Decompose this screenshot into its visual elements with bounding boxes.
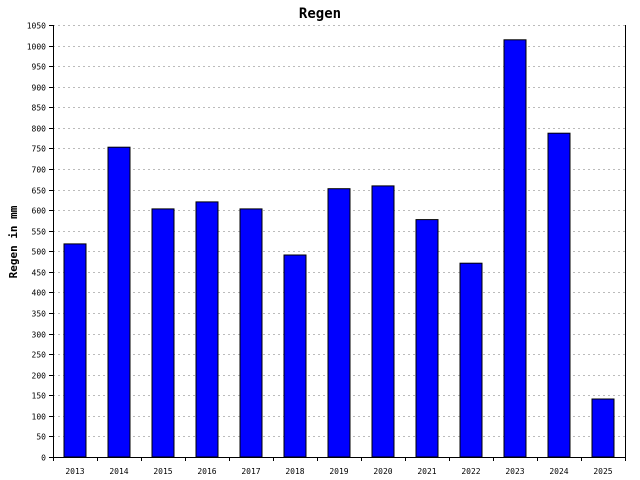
bars [63, 39, 615, 458]
y-tick-label: 850 [32, 104, 47, 113]
y-tick-label: 700 [32, 166, 47, 175]
bar-2016 [195, 201, 219, 458]
x-tick-label: 2015 [153, 467, 172, 476]
y-tick-label: 950 [32, 63, 47, 72]
x-tick-label: 2022 [461, 467, 480, 476]
bar-2018 [283, 254, 307, 458]
y-tick-labels: 0 50 100 150 200 250 300 350 400 450 500 550 600 650 7… [27, 22, 46, 463]
y-tick-label: 1050 [27, 22, 46, 31]
y-tick-label: 400 [32, 289, 47, 298]
bar-2023 [503, 39, 527, 458]
y-tick-label: 200 [32, 372, 47, 381]
x-tick-label: 2017 [241, 467, 260, 476]
y-tick-label: 600 [32, 207, 47, 216]
bar-2020 [371, 185, 395, 458]
y-tick-label: 350 [32, 310, 47, 319]
x-tick-label: 2024 [549, 467, 568, 476]
x-tick-label: 2016 [197, 467, 216, 476]
y-tick-label: 50 [36, 433, 46, 442]
bar-2024 [547, 132, 571, 458]
y-tick-label: 800 [32, 125, 47, 134]
y-tick-label: 450 [32, 269, 47, 278]
bar-2021 [415, 219, 439, 458]
bar-2015 [151, 208, 175, 458]
bar-2013 [63, 243, 87, 458]
y-tick-label: 1000 [27, 43, 46, 52]
y-tick-label: 500 [32, 248, 47, 257]
x-tick-label: 2019 [329, 467, 348, 476]
bar-2022 [459, 262, 483, 458]
y-tick-label: 300 [32, 331, 47, 340]
y-tick-label: 100 [32, 413, 47, 422]
x-tick-label: 2014 [109, 467, 128, 476]
y-tick-label: 250 [32, 351, 47, 360]
x-tick-label: 2023 [505, 467, 524, 476]
x-tick-label: 2020 [373, 467, 392, 476]
chart-title: Regen [299, 6, 341, 22]
bar-2014 [107, 146, 131, 458]
y-tick-label: 150 [32, 392, 47, 401]
axes [49, 25, 626, 461]
y-tick-label: 900 [32, 84, 47, 93]
x-tick-label: 2013 [65, 467, 84, 476]
bar-2025 [591, 398, 615, 458]
y-axis-title: Regen in mm [7, 205, 20, 278]
x-tick-label: 2021 [417, 467, 436, 476]
x-tick-label: 2018 [285, 467, 304, 476]
x-tick-labels: 2013 2014 2015 2016 2017 2018 2019 2020 2021 2022… [65, 467, 612, 476]
y-tick-label: 750 [32, 145, 47, 154]
bar-2019 [327, 188, 351, 458]
x-tick-label: 2025 [593, 467, 612, 476]
y-tick-label: 550 [32, 228, 47, 237]
y-tick-label: 650 [32, 187, 47, 196]
y-tick-label: 0 [41, 454, 46, 463]
bar-2017 [239, 208, 263, 458]
